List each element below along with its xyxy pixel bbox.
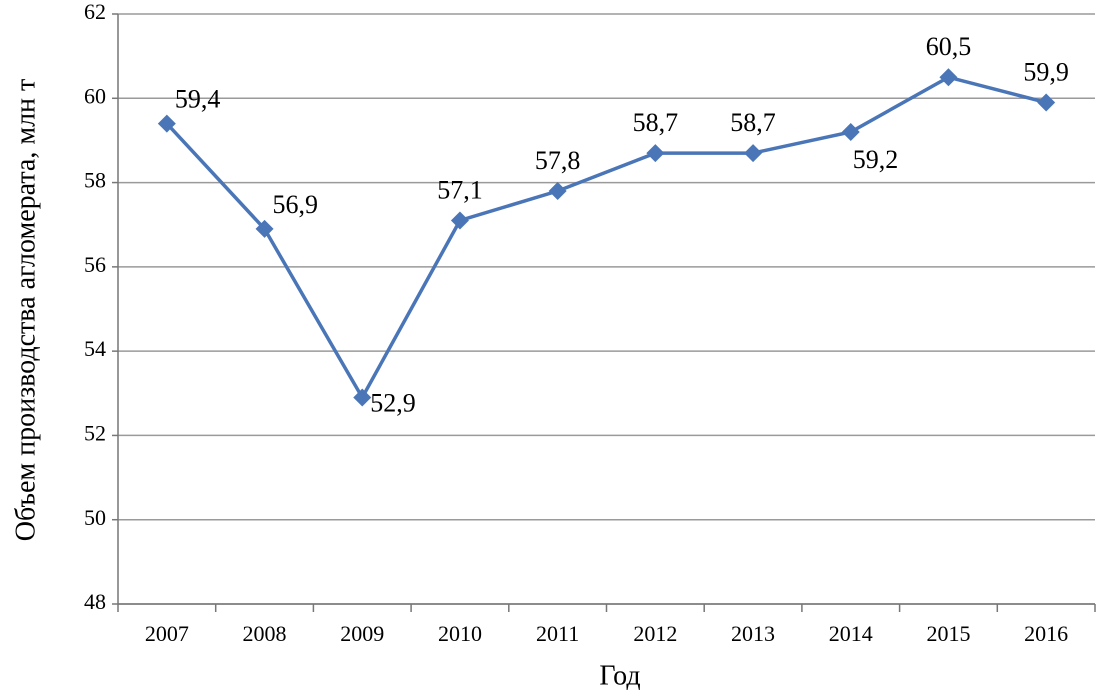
x-axis-title: Год xyxy=(599,660,640,691)
value-label: 59,2 xyxy=(853,145,899,174)
x-tick-label: 2007 xyxy=(145,621,189,646)
x-tick-label: 2016 xyxy=(1024,621,1068,646)
value-label: 60,5 xyxy=(926,32,972,61)
x-tick-label: 2011 xyxy=(536,621,579,646)
y-tick-label: 56 xyxy=(84,252,106,277)
y-tick-label: 48 xyxy=(84,589,106,614)
marker xyxy=(841,123,860,141)
x-tick-label: 2015 xyxy=(926,621,970,646)
y-tick-label: 62 xyxy=(84,0,106,24)
marker xyxy=(255,219,274,238)
x-tick-label: 2009 xyxy=(340,621,384,646)
x-tick-label: 2010 xyxy=(438,621,482,646)
marker xyxy=(1037,93,1056,112)
y-tick-label: 54 xyxy=(84,336,106,361)
value-label: 59,9 xyxy=(1023,57,1069,86)
marker xyxy=(744,144,763,163)
marker xyxy=(450,211,469,230)
value-label: 59,4 xyxy=(175,85,221,114)
value-label: 57,1 xyxy=(437,175,483,204)
y-axis-title: Объем производства агломерата, млн т xyxy=(10,79,41,542)
x-tick-label: 2014 xyxy=(829,621,873,646)
marker xyxy=(548,182,567,200)
value-label: 58,7 xyxy=(730,108,776,137)
y-tick-label: 52 xyxy=(84,420,106,445)
marker xyxy=(646,144,665,163)
marker xyxy=(353,388,372,407)
y-tick-label: 58 xyxy=(84,168,106,193)
x-tick-label: 2012 xyxy=(633,621,677,646)
value-label: 56,9 xyxy=(273,190,319,219)
marker xyxy=(939,68,958,87)
value-label: 58,7 xyxy=(633,108,679,137)
x-tick-label: 2013 xyxy=(731,621,775,646)
value-label: 57,8 xyxy=(535,146,581,175)
line xyxy=(165,75,1047,402)
value-label: 52,9 xyxy=(370,388,416,417)
y-tick-label: 50 xyxy=(84,505,106,530)
marker xyxy=(157,114,176,133)
y-tick-label: 60 xyxy=(84,83,106,108)
x-tick-label: 2008 xyxy=(243,621,287,646)
